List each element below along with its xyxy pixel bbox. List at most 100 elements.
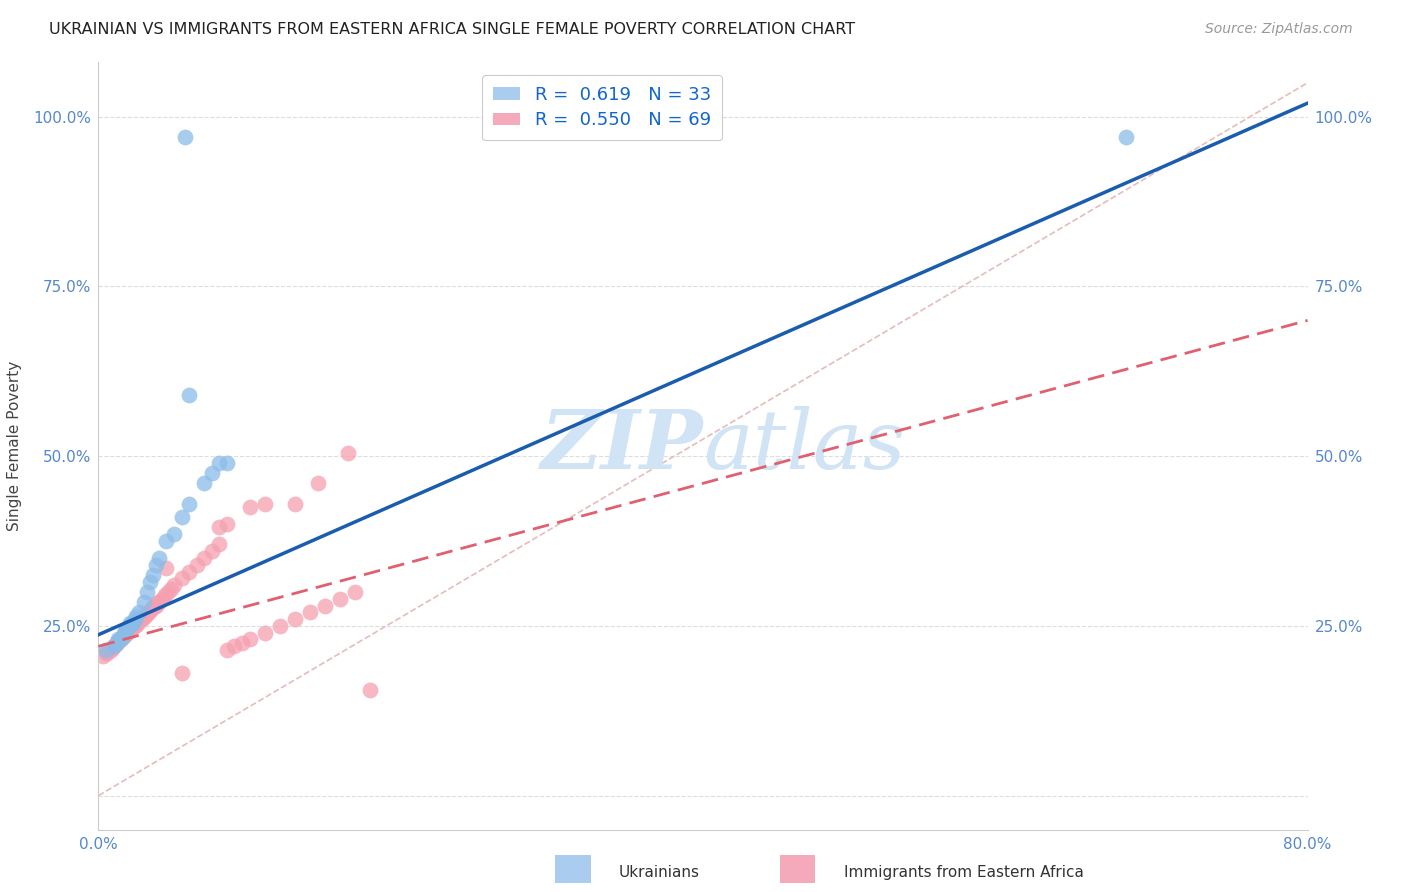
Point — [101, 640, 124, 655]
Point — [105, 636, 128, 650]
Point — [139, 604, 162, 618]
Point — [145, 599, 167, 613]
Point — [125, 608, 148, 623]
Point — [299, 605, 322, 619]
Y-axis label: Single Female Poverty: Single Female Poverty — [7, 361, 22, 531]
Point — [239, 500, 262, 514]
Point — [253, 625, 276, 640]
Point — [124, 619, 146, 633]
Point — [269, 619, 291, 633]
Point — [128, 614, 150, 628]
Point — [100, 642, 122, 657]
Point — [208, 456, 231, 470]
Point — [98, 642, 121, 657]
Point — [142, 599, 165, 614]
Point — [253, 497, 276, 511]
Point — [135, 607, 157, 622]
Text: Immigrants from Eastern Africa: Immigrants from Eastern Africa — [844, 865, 1084, 880]
Point — [201, 466, 224, 480]
Point — [224, 640, 246, 654]
Point — [118, 624, 141, 639]
Point — [215, 456, 238, 470]
Point — [103, 640, 125, 654]
Text: Source: ZipAtlas.com: Source: ZipAtlas.com — [1205, 22, 1353, 37]
Point — [201, 544, 224, 558]
Point — [314, 599, 336, 613]
Point — [129, 612, 152, 626]
Point — [215, 642, 238, 657]
Point — [1115, 130, 1137, 145]
Point — [142, 568, 165, 582]
Point — [170, 666, 193, 681]
Point — [360, 683, 382, 698]
Point — [155, 561, 177, 575]
Point — [284, 497, 307, 511]
Point — [186, 558, 208, 572]
Point — [150, 591, 173, 606]
Text: atlas: atlas — [703, 406, 905, 486]
Legend: R =  0.619   N = 33, R =  0.550   N = 69: R = 0.619 N = 33, R = 0.550 N = 69 — [482, 75, 721, 140]
Point — [146, 597, 169, 611]
Point — [170, 510, 193, 524]
Point — [132, 610, 155, 624]
Point — [103, 640, 125, 654]
Text: ZIP: ZIP — [540, 406, 703, 486]
Point — [179, 388, 201, 402]
Point — [108, 632, 131, 647]
Point — [110, 632, 132, 647]
Point — [127, 615, 149, 630]
Point — [111, 629, 134, 643]
Point — [120, 622, 142, 636]
Point — [107, 633, 129, 648]
Point — [122, 615, 145, 630]
Point — [143, 599, 166, 613]
Point — [121, 621, 143, 635]
Point — [115, 622, 138, 636]
Point — [156, 585, 179, 599]
Point — [239, 632, 262, 647]
Point — [179, 565, 201, 579]
Point — [128, 605, 150, 619]
Point — [114, 627, 136, 641]
Point — [170, 571, 193, 585]
Point — [96, 646, 118, 660]
Point — [125, 617, 148, 632]
Point — [94, 646, 117, 660]
Point — [344, 585, 367, 599]
Point — [118, 619, 141, 633]
Point — [134, 608, 156, 623]
Point — [91, 649, 114, 664]
Point — [141, 602, 163, 616]
Point — [111, 631, 134, 645]
Point — [114, 622, 136, 636]
Point — [163, 578, 186, 592]
Point — [136, 605, 159, 619]
Point — [163, 527, 186, 541]
Point — [329, 591, 352, 606]
Point — [112, 625, 135, 640]
Point — [153, 588, 176, 602]
Point — [112, 629, 135, 643]
Point — [155, 534, 177, 549]
Point — [139, 574, 162, 589]
Point — [104, 638, 127, 652]
Point — [110, 632, 132, 647]
Point — [124, 612, 146, 626]
Point — [122, 619, 145, 633]
Point — [135, 585, 157, 599]
Point — [148, 595, 170, 609]
Point — [145, 558, 167, 572]
Point — [193, 551, 215, 566]
Point — [231, 636, 253, 650]
Point — [105, 636, 128, 650]
Point — [193, 476, 215, 491]
Text: Ukrainians: Ukrainians — [619, 865, 700, 880]
Point — [160, 582, 183, 596]
Point — [307, 476, 329, 491]
Point — [132, 595, 155, 609]
Point — [121, 615, 143, 630]
Point — [131, 612, 153, 626]
Point — [179, 497, 201, 511]
Point — [94, 642, 117, 657]
Point — [120, 615, 142, 630]
